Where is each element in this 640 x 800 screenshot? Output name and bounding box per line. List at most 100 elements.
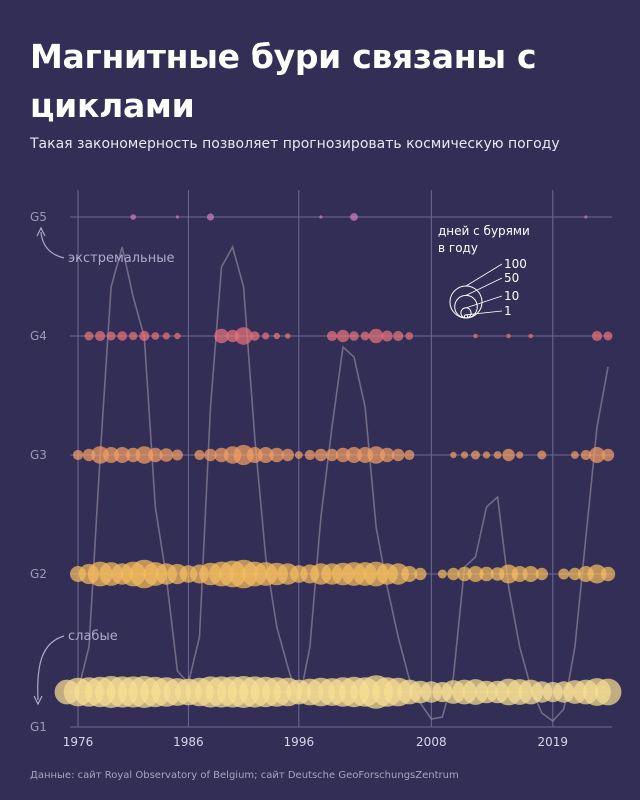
level-label-g2: G2 [30,567,47,581]
bubble-g4 [214,328,229,344]
bubble-g2 [457,566,472,582]
bubble-g3 [294,451,303,459]
bubble-g3 [404,449,415,461]
bubble-g4 [262,332,270,340]
bubble-g3 [159,448,174,462]
bubble-g2 [467,566,484,582]
level-label-g1: G1 [30,720,47,734]
arrow-head-down-icon [33,695,43,706]
bubble-g3 [135,446,154,464]
bubble-g3 [537,450,547,460]
bubble-g5 [175,215,179,219]
bubble-g4 [393,330,404,342]
annotation-weak: слабые [68,629,118,644]
bubble-g3 [72,449,84,461]
bubble-g3 [304,449,315,461]
bubble-g3 [257,447,274,463]
bubble-g3 [460,451,469,459]
legend-title-line1: дней с бурями [438,224,530,238]
x-tick-label: 2008 [416,735,447,749]
bubble-g4 [360,331,370,341]
legend-size-label: 50 [504,271,519,285]
legend-size-label: 100 [504,257,527,271]
level-label-g4: G4 [30,329,47,343]
bubble-g3 [450,451,457,459]
bubble-g4 [106,331,116,341]
bubble-g4 [336,329,350,343]
annotation-arrow-up [40,231,65,259]
bubble-g4 [174,332,181,340]
bubble-g4 [139,330,150,342]
bubble-g4 [95,330,106,342]
bubble-g2 [511,566,528,582]
source-note: Данные: сайт Royal Observatory of Belgiu… [30,770,459,781]
legend-leader [465,295,503,309]
bubble-g3 [346,447,362,463]
bubble-g3 [471,450,480,460]
bubble-g2 [522,566,539,582]
bubble-g3 [281,448,294,462]
legend-leader [465,263,503,287]
page-subtitle: Такая закономерность позволяет прогнозир… [30,136,560,152]
bubble-g3 [482,451,491,459]
bubble-g4 [405,332,414,340]
bubble-g3 [171,449,183,461]
bubble-layer [54,213,622,709]
bubble-g3 [367,446,385,464]
bubble-g4 [234,327,253,345]
bubble-g4 [273,332,280,340]
bubble-g5 [584,215,588,219]
legend-size-label: 1 [504,304,512,318]
sunspot-line [77,244,609,723]
bubble-g4 [349,331,359,341]
bubble-g3 [493,451,502,459]
bubble-g1 [594,678,622,706]
annotation-extreme: экстремальные [68,251,174,266]
bubble-g3 [601,448,615,462]
legend-circle [463,314,469,319]
bubble-g4 [129,331,138,341]
legend-leader [465,310,503,316]
bubble-g2 [401,566,418,582]
bubble-g3 [580,449,592,461]
bubble-g4 [528,333,533,339]
bubble-g4 [249,331,260,341]
bubble-g2 [437,569,447,579]
bubble-g5 [319,215,323,219]
bubble-g2 [414,567,427,581]
bubble-g5 [350,213,358,221]
bubble-g3 [148,447,163,463]
label-layer: G1 G2 G3 G4 G5 1976 1986 1996 2008 2019 экстремаль… [30,210,568,749]
legend-leader [465,277,503,296]
bubble-g4 [603,331,613,341]
arrow-head-up-icon [36,226,46,237]
bubble-g4 [381,330,393,342]
legend-size-label: 10 [504,289,519,303]
bubble-g4 [506,333,511,339]
bubble-g5 [130,214,136,220]
bubble-g3 [380,447,395,463]
x-tick-label: 2019 [538,735,569,749]
bubble-g4 [368,328,384,344]
bubble-g3 [269,447,284,463]
bubble-g2 [558,568,570,580]
bubble-g4 [473,333,478,339]
x-tick-label: 1986 [173,735,204,749]
x-tick-label: 1996 [284,735,315,749]
bubble-g4 [326,330,338,342]
legend-circle [449,285,483,319]
level-label-g5: G5 [30,210,47,224]
bubble-g3 [502,448,515,462]
bubble-g2 [479,566,494,582]
bubble-g2 [535,567,548,581]
annotation-arrow-down [37,635,65,701]
bubble-g2 [600,566,616,582]
bubble-g3 [114,447,131,463]
bubble-g3 [392,448,405,462]
bubble-g3 [589,447,605,463]
bubble-g4 [162,332,170,340]
bubble-g3 [571,451,579,459]
legend-circle [460,307,472,319]
x-tick-label: 1976 [63,735,94,749]
